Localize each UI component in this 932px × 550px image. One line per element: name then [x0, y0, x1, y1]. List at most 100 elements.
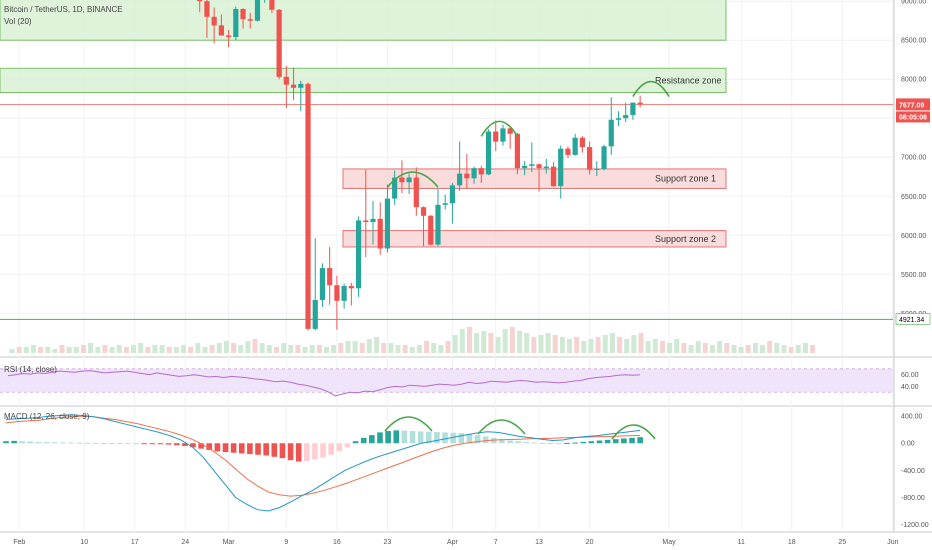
- price-axis[interactable]: 9000.008500.008000.007500.007000.006500.…: [895, 0, 931, 529]
- candle-body: [363, 220, 369, 222]
- macd-histogram-bar: [401, 430, 408, 444]
- time-tick: 11: [738, 539, 745, 546]
- macd-histogram-bar: [247, 443, 253, 455]
- volume-bar: [545, 333, 551, 353]
- candle-body: [420, 207, 427, 216]
- macd-histogram-bar: [588, 441, 595, 444]
- candle-body: [601, 146, 607, 169]
- volume-bar: [295, 345, 301, 353]
- volume-bar: [80, 345, 86, 353]
- macd-histogram-bar: [263, 443, 269, 456]
- candle-body: [493, 131, 499, 142]
- volume-bar: [416, 345, 422, 353]
- volume-bar: [273, 347, 279, 353]
- candle-body: [594, 168, 600, 170]
- macd-histogram-bar: [222, 443, 229, 453]
- candle-body: [211, 16, 217, 26]
- macd-histogram-bar: [409, 431, 416, 444]
- volume-bar: [309, 345, 315, 353]
- macd-pattern-arc: [477, 419, 526, 435]
- candle-body: [406, 177, 412, 183]
- volume-bar: [559, 337, 565, 353]
- time-tick: 23: [384, 539, 392, 546]
- macd-histogram-bar: [466, 433, 473, 444]
- time-tick: 7: [494, 539, 498, 546]
- macd-histogram-bar: [11, 440, 17, 444]
- macd-histogram-bar: [336, 443, 343, 452]
- time-axis[interactable]: Feb 10 17 24 Mar 9 16 23 Apr 7 13 20 May 11 18 25 Jun: [13, 539, 898, 546]
- volume-bar: [466, 327, 472, 353]
- macd-histogram-bar: [198, 443, 204, 449]
- macd-histogram-bar: [43, 442, 50, 444]
- time-tick: Apr: [447, 539, 459, 546]
- macd-histogram-bar: [507, 440, 513, 444]
- volume-bar: [502, 329, 508, 353]
- macd-histogram-bar: [92, 442, 99, 444]
- reference-value: 4921.34: [899, 317, 924, 324]
- candle-body: [392, 177, 398, 199]
- candle-body: [464, 173, 470, 179]
- candle-body: [226, 35, 232, 38]
- volume-bar: [438, 345, 444, 353]
- volume-bar: [302, 347, 308, 353]
- volume-bar: [474, 333, 480, 353]
- volume-bar: [166, 347, 172, 353]
- countdown-tag: [896, 111, 930, 123]
- macd-histogram-bar: [125, 443, 131, 445]
- macd-histogram-bar: [531, 442, 538, 444]
- macd-histogram-bar: [474, 435, 481, 444]
- volume-bar: [59, 345, 65, 353]
- macd-histogram-bar: [360, 437, 367, 444]
- volume-bar: [173, 347, 179, 353]
- volume-bar: [266, 345, 272, 353]
- macd-tick: -400.00: [901, 468, 925, 475]
- candle-body: [298, 83, 304, 88]
- macd-histogram-bar: [312, 443, 318, 460]
- macd-histogram-bar: [295, 443, 302, 462]
- rsi-pane: [0, 368, 893, 397]
- volume-bar: [52, 349, 58, 353]
- macd-histogram-bar: [604, 439, 611, 444]
- macd-histogram-bar: [165, 443, 172, 445]
- volume-bar: [695, 341, 701, 353]
- volume-bar: [552, 335, 558, 353]
- macd-histogram-bar: [515, 441, 521, 444]
- macd-histogram-bar: [27, 441, 34, 444]
- candle-body: [558, 148, 564, 187]
- volume-bar: [16, 347, 22, 353]
- macd-histogram-bar: [564, 442, 570, 444]
- zone-resistance: [0, 67, 727, 93]
- volume-bar: [73, 347, 79, 353]
- candle-body: [630, 102, 636, 116]
- macd-tick: 400.00: [901, 414, 923, 421]
- rsi-label: RSI (14, close): [4, 365, 57, 374]
- candle-body: [550, 166, 557, 187]
- macd-histogram-bar: [238, 443, 245, 454]
- price-tick: 5500.00: [901, 272, 926, 279]
- candle-body: [565, 148, 571, 155]
- zone-resistance: [0, 0, 727, 41]
- candle-body: [457, 173, 463, 186]
- candle-body: [478, 168, 484, 175]
- volume-bar: [374, 337, 380, 353]
- candle-body: [276, 9, 282, 77]
- macd-histogram-bar: [279, 443, 286, 459]
- volume-bar: [223, 341, 229, 353]
- volume-bar: [459, 329, 465, 353]
- time-tick: 9: [284, 539, 288, 546]
- macd-histogram-bar: [547, 443, 554, 445]
- candle-body: [247, 19, 253, 21]
- time-tick: 16: [333, 539, 341, 546]
- macd-histogram-bar: [68, 442, 74, 444]
- volume-bar: [288, 345, 294, 353]
- volume-bar: [609, 333, 615, 353]
- macd-histogram-bar: [580, 441, 587, 444]
- candle-body: [587, 147, 593, 170]
- volume-bar: [724, 343, 730, 353]
- macd-histogram-bar: [190, 443, 196, 448]
- macd-histogram-bar: [539, 442, 546, 444]
- pattern-arc: [386, 171, 439, 188]
- volume-bar: [181, 345, 187, 353]
- volume-bar: [395, 345, 401, 353]
